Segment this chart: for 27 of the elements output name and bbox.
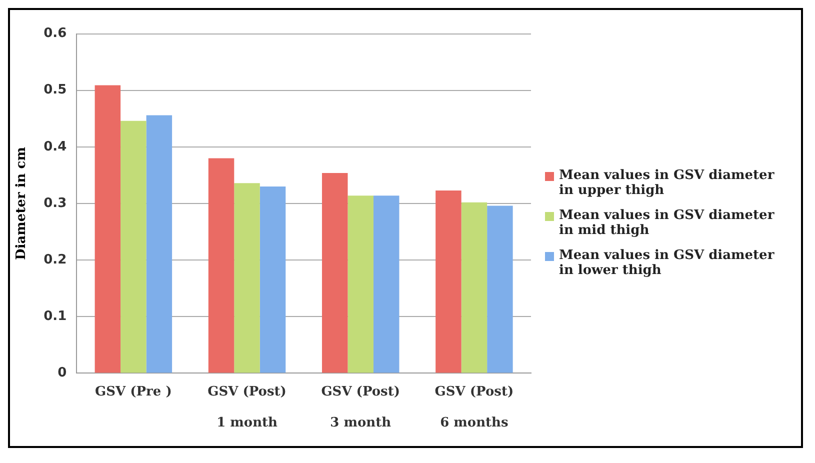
- bar: [234, 183, 260, 373]
- legend-label: Mean values in GSV diameter in lower thigh: [559, 248, 776, 278]
- bar: [146, 115, 172, 373]
- bar: [260, 186, 286, 373]
- category-label: GSV (Post) 3 month: [321, 384, 400, 431]
- legend-label: Mean values in GSV diameter in mid thigh: [559, 208, 776, 238]
- bar: [436, 190, 462, 373]
- bar: [373, 196, 400, 373]
- y-tick-label: 0.2: [44, 252, 67, 268]
- bar: [94, 85, 121, 373]
- bar: [461, 202, 488, 373]
- bar: [348, 196, 374, 373]
- y-tick-label: 0.3: [44, 196, 67, 211]
- bar: [487, 206, 513, 373]
- y-tick-label: 0.6: [44, 26, 67, 42]
- y-tick-label: 0.5: [44, 82, 67, 98]
- y-tick-label: 0.1: [44, 309, 67, 324]
- y-axis-title: Diameter in cm: [14, 146, 30, 260]
- category-label: GSV (Post) 1 month: [208, 384, 286, 431]
- legend-label: Mean values in GSV diameter in upper thigh: [559, 168, 776, 198]
- y-tick-label: 0.4: [44, 139, 67, 154]
- bar: [322, 172, 348, 373]
- category-label: GSV (Post) 6 months: [434, 384, 514, 431]
- x-tick-label: GSV (Pre ): [95, 384, 172, 400]
- y-tick-label: 0: [58, 366, 67, 381]
- bar: [208, 158, 234, 373]
- bar: [120, 120, 146, 373]
